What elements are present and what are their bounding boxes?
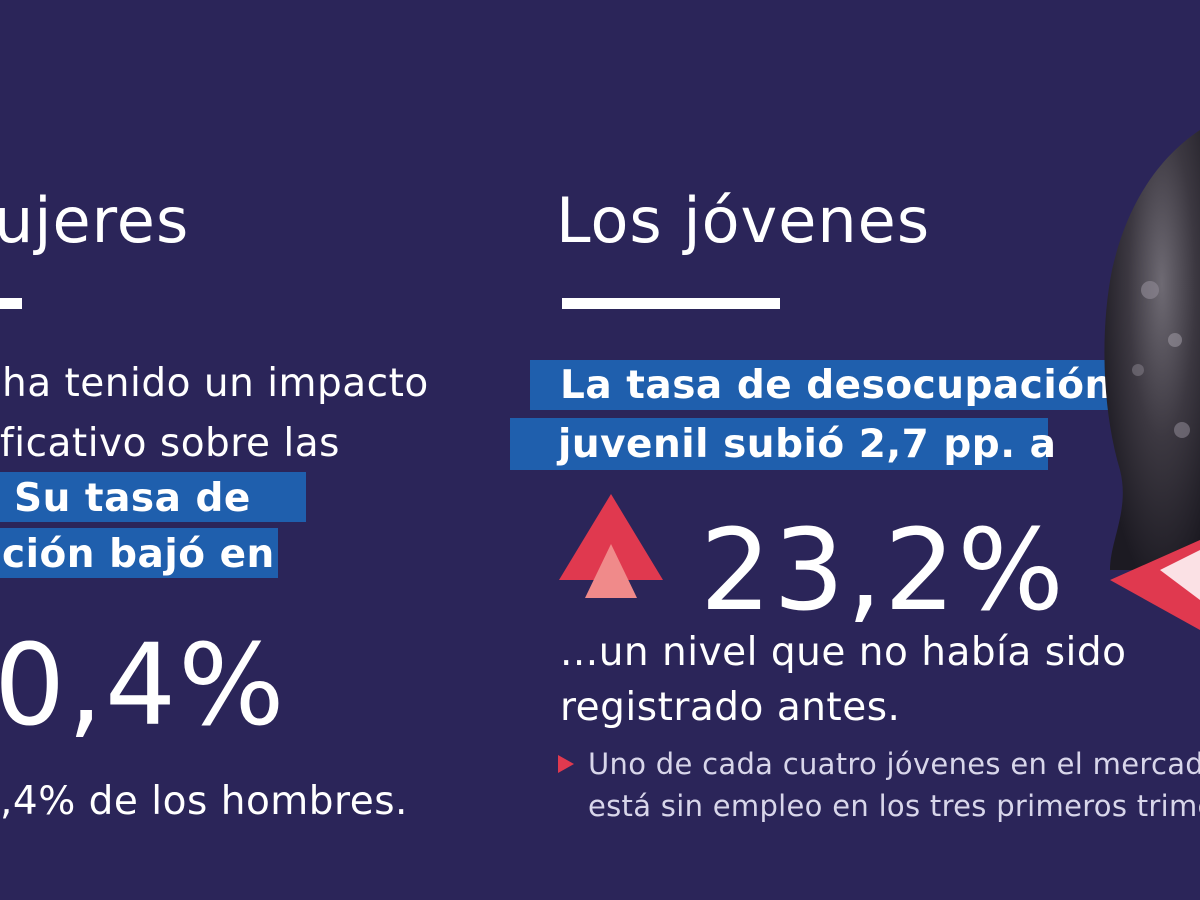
left-text-line-2: ficativo sobre las [0, 421, 340, 466]
right-text-line-1: ...un nivel que no había sido [560, 630, 1127, 675]
right-highlight-2 [510, 418, 1048, 470]
right-title-rule [562, 298, 780, 309]
left-text-line-1: ha tenido un impacto [2, 361, 429, 406]
left-title-rule [0, 298, 22, 309]
right-text-line-2: registrado antes. [560, 685, 901, 730]
right-highlight-text-1: La tasa de desocupación [560, 363, 1113, 408]
up-arrow-icon [559, 494, 663, 598]
left-highlight-text-2: ción bajó en [2, 532, 275, 577]
right-note-line-1: Uno de cada cuatro jóvenes en el mercado [588, 747, 1200, 781]
left-footer-text: ,4% de los hombres. [0, 779, 408, 824]
right-title: Los jóvenes [556, 184, 931, 257]
right-highlight-text-2: juvenil subió 2,7 pp. a [558, 422, 1057, 467]
right-big-value: 23,2% [700, 506, 1066, 636]
left-highlight-text-1: Su tasa de [14, 476, 251, 521]
left-title: ujeres [0, 184, 190, 257]
triangle-bullet-icon [558, 755, 574, 773]
right-note-line-2: está sin empleo en los tres primeros tri… [588, 789, 1200, 823]
left-highlight-2 [0, 528, 278, 578]
person-photo [1104, 130, 1200, 630]
right-highlight-1 [530, 360, 1148, 410]
left-big-value: 0,4% [0, 621, 287, 751]
left-highlight-1 [0, 472, 306, 522]
